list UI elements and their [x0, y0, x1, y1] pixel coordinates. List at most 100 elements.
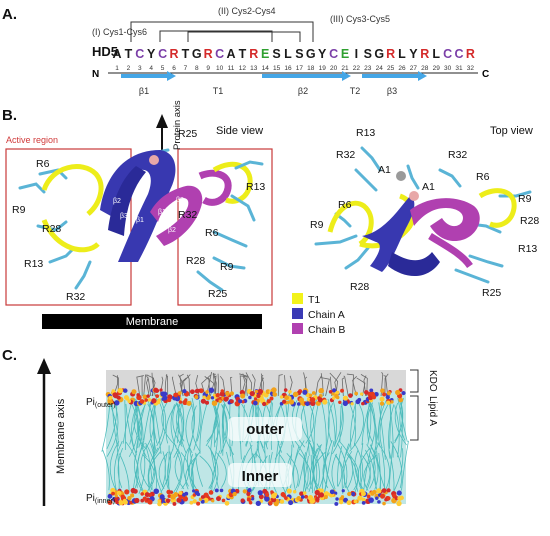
top-r13-b: R13 — [518, 243, 537, 255]
residue-number-23: 23 — [364, 65, 372, 72]
residue-number-31: 31 — [455, 65, 463, 72]
residue-number-27: 27 — [410, 65, 418, 72]
residue-number-18: 18 — [307, 65, 315, 72]
residue-4: Y — [147, 47, 156, 61]
active-region-label: Active region — [6, 135, 58, 145]
membrane-axis-arrowhead — [37, 358, 51, 374]
bond-label-3: (III) Cys3-Cys5 — [330, 14, 390, 24]
active-region-box-left — [5, 148, 132, 306]
bond-label-2: (II) Cys2-Cys4 — [218, 6, 276, 16]
residue-number-32: 32 — [467, 65, 475, 72]
legend-label-chain-b: Chain B — [308, 324, 345, 336]
residue-number-12: 12 — [239, 65, 247, 72]
residue-14: E — [261, 47, 269, 61]
side-r6-right: R6 — [205, 227, 219, 239]
residue-number-19: 19 — [319, 65, 327, 72]
bond-cys2-cys4 — [159, 30, 273, 42]
side-r13-left: R13 — [24, 258, 43, 270]
c-terminus: C — [482, 69, 489, 80]
residue-22: I — [355, 47, 358, 61]
side-r32-left: R32 — [66, 291, 85, 303]
t1-label: T1 — [213, 86, 224, 96]
legend-swatch-chain-a — [292, 308, 303, 319]
residue-number-20: 20 — [330, 65, 338, 72]
legend-swatch-t1 — [292, 293, 303, 304]
side-r28-right: R28 — [186, 255, 205, 267]
residue-number-7: 7 — [184, 65, 188, 72]
outer-leaflet-label: outer — [246, 421, 284, 438]
strand-label-2: β3 — [120, 213, 128, 220]
residue-20: C — [329, 47, 338, 61]
beta2-label: β2 — [298, 86, 308, 96]
residue-30: C — [443, 47, 452, 61]
side-view-structure — [18, 148, 264, 292]
top-r13-a: R13 — [356, 127, 375, 139]
residue-18: G — [306, 47, 316, 61]
residue-number-15: 15 — [273, 65, 281, 72]
residue-number-28: 28 — [421, 65, 429, 72]
kdo-label: KDO — [427, 370, 438, 392]
panel-b-label: B. — [2, 107, 17, 124]
residue-9: R — [204, 47, 213, 61]
bond-label-1: (I) Cys1-Cys6 — [92, 27, 147, 37]
residue-number-14: 14 — [262, 65, 270, 72]
top-r6-a: R6 — [338, 199, 352, 211]
residue-number-5: 5 — [161, 65, 165, 72]
top-r28-a: R28 — [350, 281, 369, 293]
residue-11: A — [226, 47, 235, 61]
top-a1-a: A1 — [378, 164, 391, 176]
residue-21: E — [341, 47, 349, 61]
residue-29: L — [432, 47, 440, 61]
legend-label-t1: T1 — [308, 294, 320, 306]
legend-swatch-chain-b — [292, 323, 303, 334]
residue-number-24: 24 — [376, 65, 384, 72]
residue-6: R — [169, 47, 178, 61]
panel-a-label: A. — [2, 6, 17, 23]
residue-8: G — [192, 47, 202, 61]
strand-label-5: β3 — [176, 197, 184, 204]
residue-17: S — [295, 47, 303, 61]
residue-25: R — [386, 47, 395, 61]
secondary-structure — [121, 71, 427, 81]
residue-12: T — [239, 47, 247, 61]
residue-number-25: 25 — [387, 65, 395, 72]
top-r25-b: R25 — [482, 287, 501, 299]
t2-label: T2 — [350, 86, 361, 96]
residue-number-16: 16 — [284, 65, 292, 72]
residue-2: T — [125, 47, 133, 61]
legend: T1 Chain A Chain B — [292, 293, 345, 336]
pi-outer-label: Pi(outer) — [86, 397, 116, 409]
strand-label-6: β2 — [168, 227, 176, 234]
strand-label-4: β1 — [158, 209, 166, 216]
residue-31: C — [454, 47, 463, 61]
n-terminus: N — [92, 69, 99, 80]
residue-24: G — [374, 47, 384, 61]
residue-number-10: 10 — [216, 65, 224, 72]
lipid-a-label: Lipid A — [427, 396, 438, 426]
residue-5: C — [158, 47, 167, 61]
top-r9-b: R9 — [518, 193, 532, 205]
residue-number-13: 13 — [250, 65, 258, 72]
top-a1-b: A1 — [422, 181, 435, 193]
side-r6-left: R6 — [36, 158, 50, 170]
residue-number-29: 29 — [433, 65, 441, 72]
membrane-label: Membrane — [126, 316, 179, 328]
bond-cys1-cys6 — [130, 21, 314, 42]
beta1-label: β1 — [139, 86, 149, 96]
top-view-structure — [314, 146, 532, 284]
peptide-name: HD5 — [92, 44, 118, 59]
residue-23: S — [364, 47, 372, 61]
top-r9-a: R9 — [310, 219, 324, 231]
legend-label-chain-a: Chain A — [308, 309, 345, 321]
protein-axis-arrowhead — [156, 114, 168, 128]
top-view-title: Top view — [490, 125, 533, 137]
layer-brackets — [410, 369, 419, 441]
residue-19: Y — [318, 47, 327, 61]
residue-number-8: 8 — [195, 65, 199, 72]
side-r32-right: R32 — [178, 209, 197, 221]
strand-label-3: β1 — [136, 217, 144, 224]
residue-7: T — [182, 47, 190, 61]
residue-27: Y — [409, 47, 418, 61]
beta3-label: β3 — [387, 86, 397, 96]
